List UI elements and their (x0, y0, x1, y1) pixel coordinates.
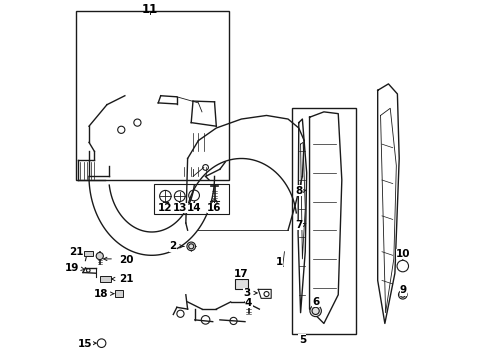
Bar (235, 279, 248, 289)
Text: 12: 12 (158, 203, 172, 213)
Bar (100, 276, 111, 282)
Text: 16: 16 (207, 203, 222, 213)
Text: 5: 5 (299, 334, 306, 345)
Text: 8: 8 (296, 186, 303, 196)
Text: 19: 19 (65, 263, 79, 273)
Text: 4: 4 (245, 298, 252, 308)
Circle shape (187, 242, 196, 251)
Text: 2: 2 (170, 241, 177, 251)
Bar (115, 291, 123, 297)
Text: 21: 21 (69, 247, 84, 257)
Text: 15: 15 (78, 339, 93, 349)
Circle shape (398, 291, 407, 299)
Text: 6: 6 (312, 297, 319, 307)
Text: 3: 3 (243, 288, 250, 298)
Text: 11: 11 (142, 3, 158, 16)
Text: 13: 13 (172, 203, 187, 213)
Bar (76, 12, 229, 180)
Text: 1: 1 (275, 257, 283, 267)
Circle shape (310, 305, 321, 317)
Bar (292, 108, 356, 334)
Text: 10: 10 (396, 249, 411, 259)
Circle shape (96, 252, 103, 260)
Text: 7: 7 (296, 220, 303, 230)
Bar (153, 184, 229, 214)
Text: 14: 14 (187, 203, 201, 213)
Text: 18: 18 (94, 289, 108, 299)
Text: 21: 21 (119, 274, 133, 284)
Text: 9: 9 (400, 285, 407, 296)
Text: 17: 17 (234, 269, 249, 279)
Bar (84, 251, 93, 256)
Text: 20: 20 (119, 255, 133, 265)
